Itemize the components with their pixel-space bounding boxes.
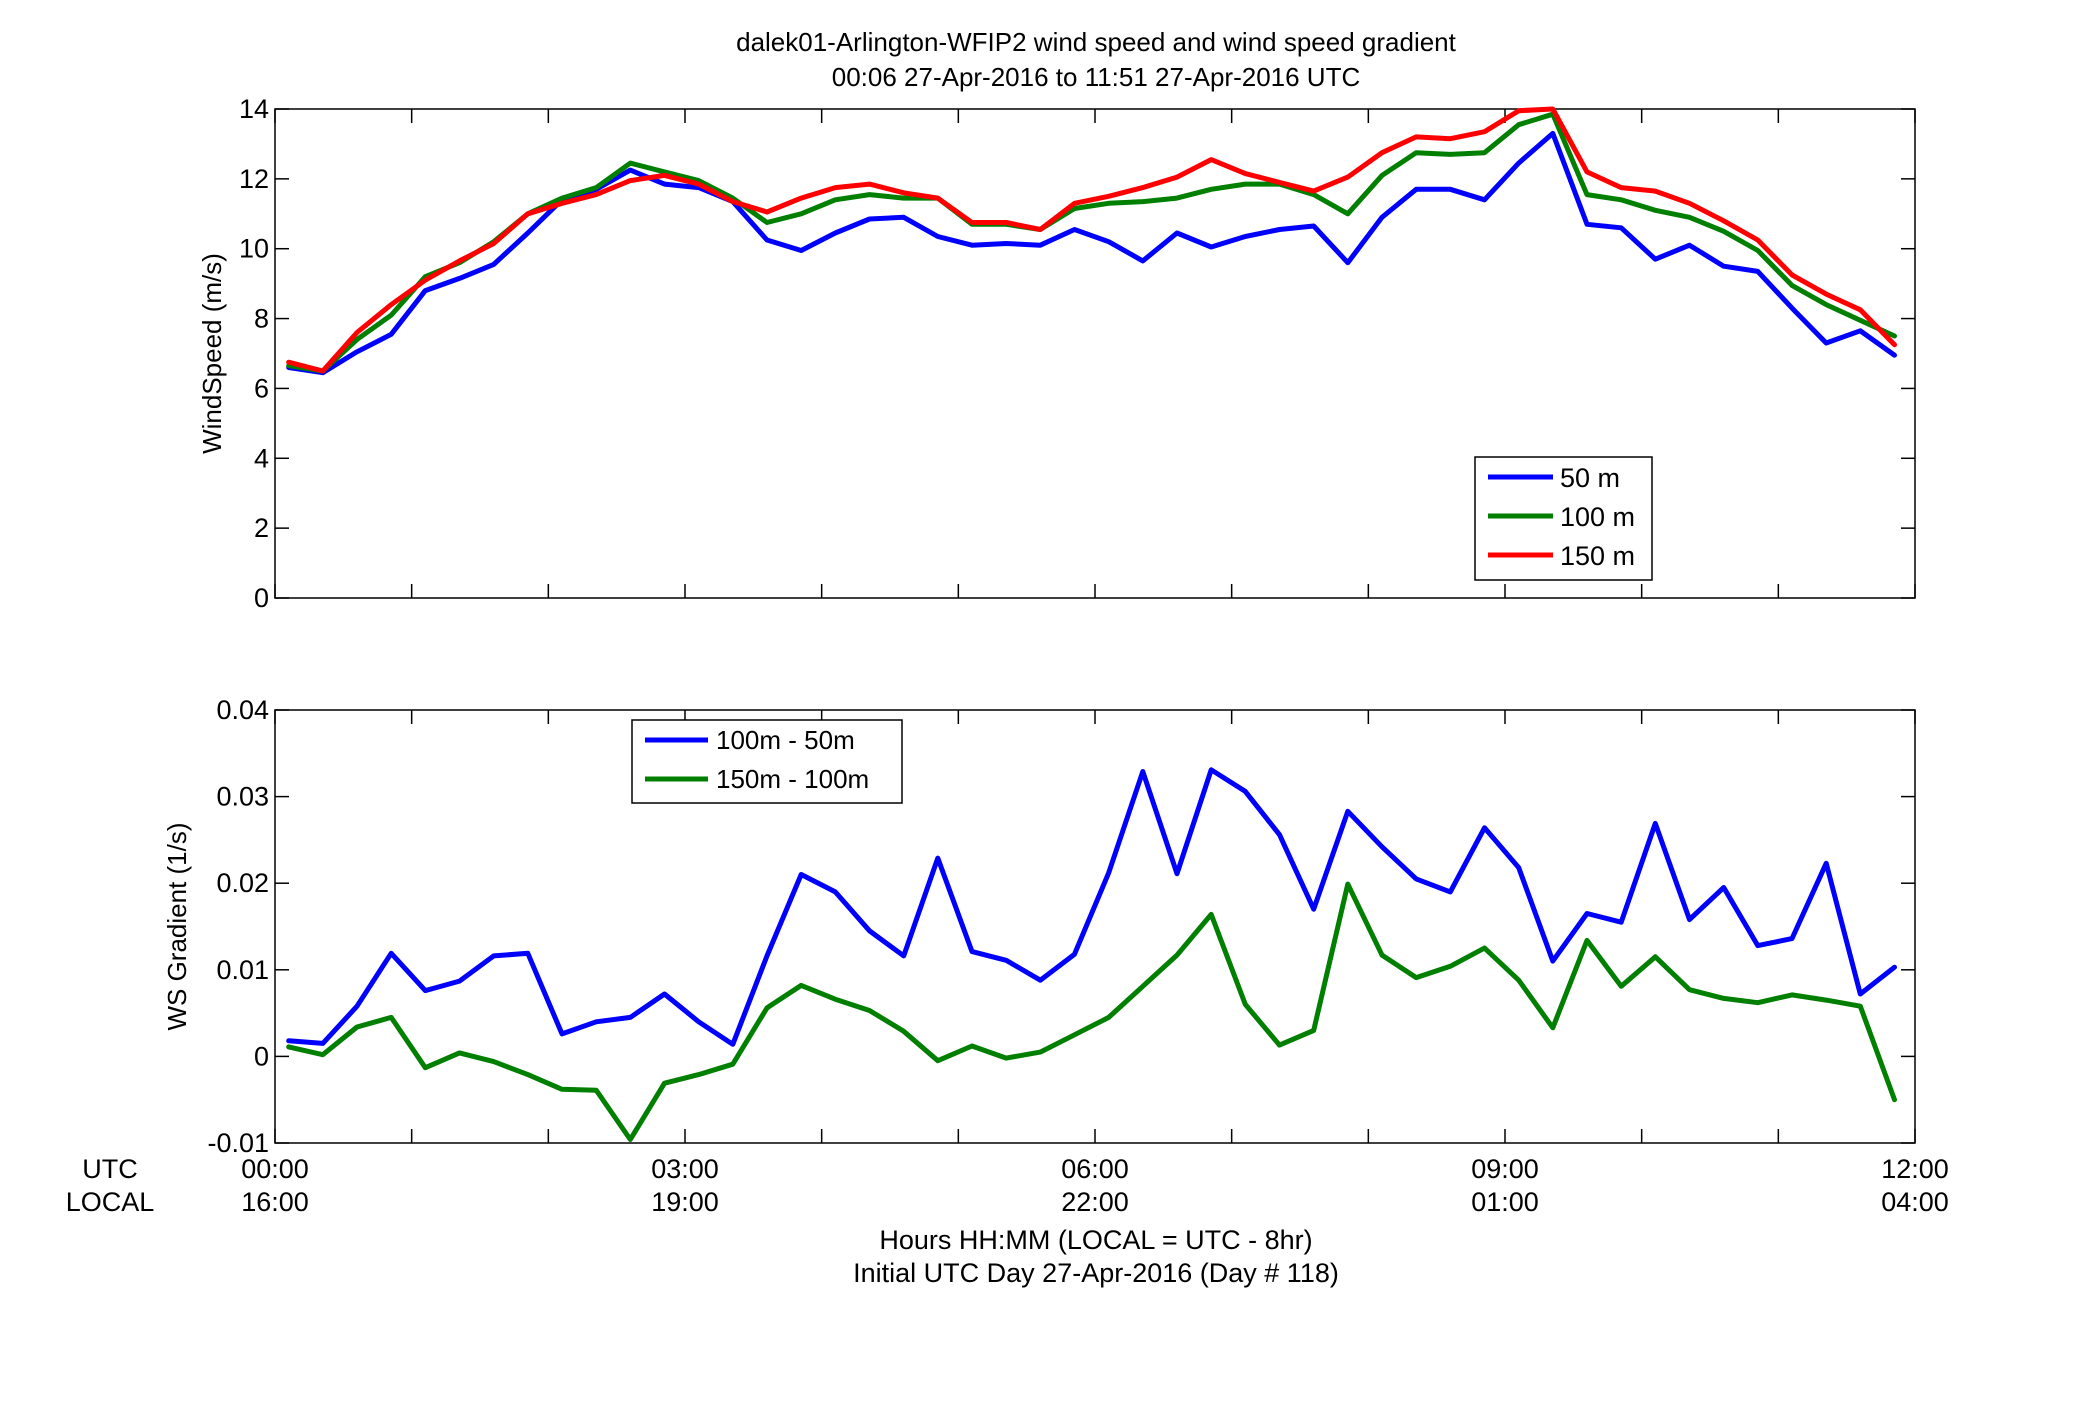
windspeed-legend: 50 m 100 m 150 m xyxy=(1474,456,1653,581)
x-tick-label-utc: 09:00 xyxy=(1471,1154,1539,1184)
legend-label-150m-100m: 150m - 100m xyxy=(716,764,869,794)
gradient-ytick-label: 0.04 xyxy=(216,695,269,725)
windspeed-ytick-label: 10 xyxy=(239,234,269,264)
windspeed-series-150-m xyxy=(286,106,1897,374)
legend-label-150m: 150 m xyxy=(1560,541,1635,571)
windspeed-ytick-label: 6 xyxy=(254,373,269,403)
chart-title-line1: dalek01-Arlington-WFIP2 wind speed and w… xyxy=(736,27,1457,57)
row-label-local: LOCAL xyxy=(66,1187,155,1217)
chart-title-line2: 00:06 27-Apr-2016 to 11:51 27-Apr-2016 U… xyxy=(832,62,1361,92)
x-tick-label-local: 19:00 xyxy=(651,1187,719,1217)
gradient-ytick-label: 0.02 xyxy=(216,868,269,898)
windspeed-ytick-label: 14 xyxy=(239,94,269,124)
x-tick-label-utc: 06:00 xyxy=(1061,1154,1129,1184)
legend-label-100m-50m: 100m - 50m xyxy=(716,725,855,755)
gradient-series-150m-100m xyxy=(286,881,1897,1142)
gradient-axes-box xyxy=(274,709,1916,1144)
legend-label-50m: 50 m xyxy=(1560,463,1620,493)
x-tick-label-utc: 00:00 xyxy=(241,1154,309,1184)
gradient-legend: 100m - 50m 150m - 100m xyxy=(631,719,903,804)
x-tick-label-local: 04:00 xyxy=(1881,1187,1949,1217)
row-label-utc: UTC xyxy=(82,1154,138,1184)
x-axis-label-line1: Hours HH:MM (LOCAL = UTC - 8hr) xyxy=(879,1225,1312,1255)
windspeed-ytick-label: 12 xyxy=(239,164,269,194)
windspeed-ytick-label: 0 xyxy=(254,583,269,613)
windspeed-axes-box xyxy=(274,108,1916,599)
gradient-series-100m-50m xyxy=(286,767,1897,1047)
x-tick-label-local: 16:00 xyxy=(241,1187,309,1217)
legend-label-100m: 100 m xyxy=(1560,502,1635,532)
x-tick-label-local: 22:00 xyxy=(1061,1187,1129,1217)
gradient-ytick-label: 0 xyxy=(254,1041,269,1071)
gradient-legend-box xyxy=(631,719,903,804)
x-axis-label-line2: Initial UTC Day 27-Apr-2016 (Day # 118) xyxy=(853,1258,1339,1288)
x-tick-label-utc: 12:00 xyxy=(1881,1154,1949,1184)
windspeed-ytick-label: 8 xyxy=(254,304,269,334)
windspeed-ytick-label: 4 xyxy=(254,443,269,473)
gradient-ytick-label: 0.03 xyxy=(216,782,269,812)
windspeed-ytick-label: 2 xyxy=(254,513,269,543)
gradient-ylabel: WS Gradient (1/s) xyxy=(162,822,192,1030)
gradient-panel: -0.01 0 0.01 0.02 0.03 0.04 WS Gradient (1/s)… xyxy=(162,695,1916,1158)
windspeed-series-100-m xyxy=(286,111,1897,374)
gradient-ytick-label: -0.01 xyxy=(207,1128,269,1158)
x-tick-label-utc: 03:00 xyxy=(651,1154,719,1184)
windspeed-ylabel: WindSpeed (m/s) xyxy=(197,253,227,454)
gradient-ytick-label: 0.01 xyxy=(216,955,269,985)
windspeed-panel: 0 2 4 6 8 10 12 14 WindSpeed (m/s) 50 m 100 m 1… xyxy=(197,94,1916,613)
x-tick-label-local: 01:00 xyxy=(1471,1187,1539,1217)
